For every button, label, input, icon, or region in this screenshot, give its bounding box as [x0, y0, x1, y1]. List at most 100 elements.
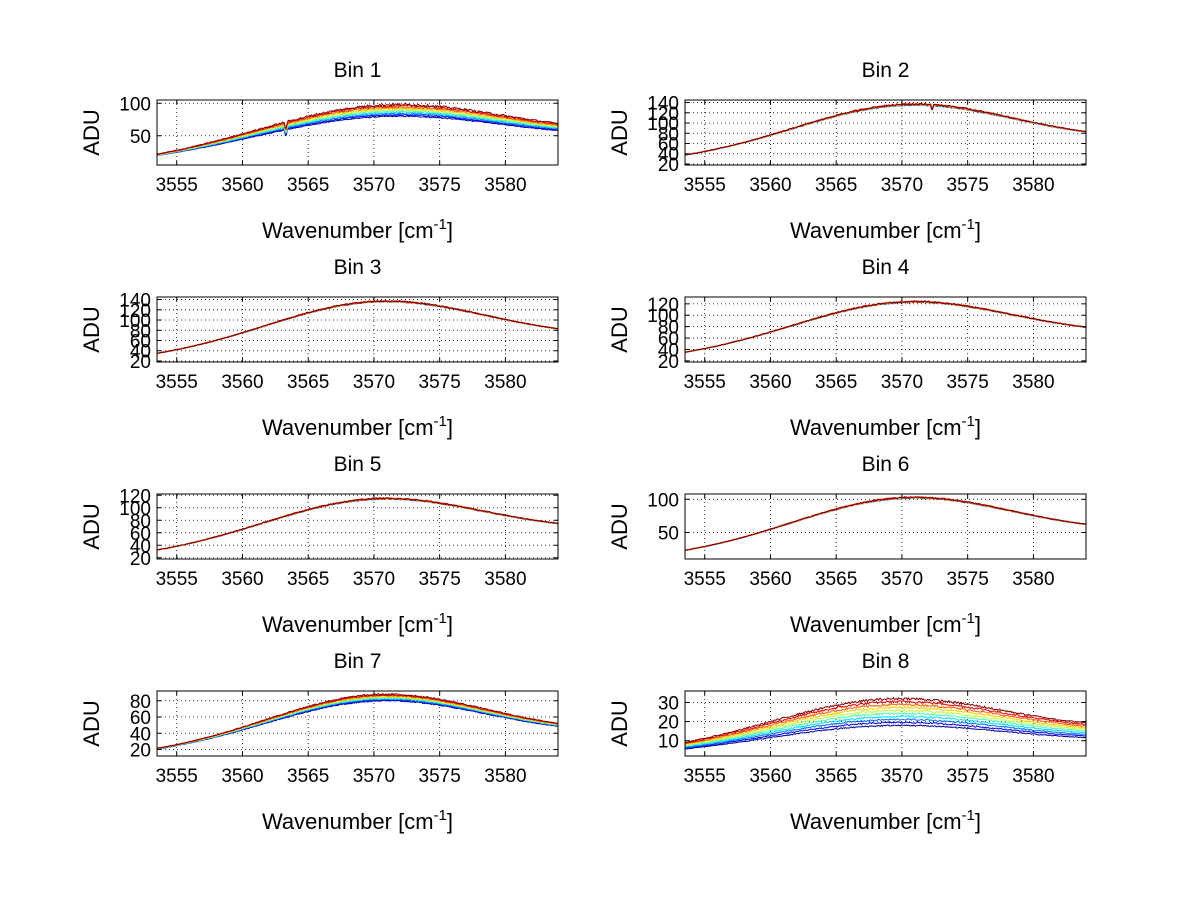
series-line [685, 696, 1086, 744]
axes-box [156, 99, 559, 166]
y-tick-label: 120 [647, 104, 679, 125]
series-line [157, 497, 558, 551]
x-axis-label-end: ] [447, 809, 453, 834]
series-line [157, 102, 558, 155]
series-line [685, 496, 1086, 551]
y-tick-label: 40 [130, 342, 151, 363]
x-tick-label: 3570 [353, 175, 395, 196]
x-axis-label-text: Wavenumber [cm [790, 415, 962, 440]
x-tick-label: 3580 [1012, 569, 1054, 590]
x-tick-label: 3565 [815, 372, 857, 393]
series-line [685, 702, 1086, 745]
x-tick-label: 3580 [1012, 766, 1054, 787]
y-axis-label: ADU [607, 109, 632, 155]
y-tick-label: 80 [130, 692, 151, 713]
x-tick-label: 3560 [221, 569, 263, 590]
axes-box [684, 99, 1087, 166]
x-axis-label-sup: -1 [962, 807, 975, 824]
x-tick-label: 3565 [815, 569, 857, 590]
series-line [157, 497, 558, 551]
series-line [157, 113, 558, 156]
subplot-title: Bin 6 [862, 453, 910, 476]
subplot-title: Bin 7 [334, 650, 382, 673]
axes-box [684, 296, 1087, 363]
series-group [157, 299, 558, 355]
y-tick-label: 40 [658, 145, 679, 166]
series-line [157, 300, 558, 354]
x-tick-label: 3555 [156, 766, 198, 787]
subplot-bin-1: 3555 3560 3565 3570 3575 3580 50 100 Bin 1 Wavenu… [79, 59, 559, 243]
series-line [685, 718, 1086, 749]
x-axis-label: Wavenumber [cm-1] [262, 216, 453, 243]
x-tick-label: 3560 [749, 569, 791, 590]
series-line [157, 694, 558, 749]
subplot-bin-6: 3555 3560 3565 3570 3575 3580 50 100 Bin 6 Wavenu… [607, 453, 1087, 637]
series-line [157, 695, 558, 750]
x-axis-label: Wavenumber [cm-1] [262, 610, 453, 637]
series-line [685, 496, 1086, 551]
x-axis-label-text: Wavenumber [cm [262, 415, 434, 440]
series-line [157, 497, 558, 551]
y-axis-label: ADU [607, 306, 632, 352]
series-line [685, 721, 1086, 749]
y-tick-label: 20 [658, 713, 679, 734]
x-tick-label: 3575 [947, 175, 989, 196]
y-tick-label: 20 [130, 549, 151, 570]
series-line [685, 103, 1086, 156]
series-line [685, 102, 1086, 156]
series-line [685, 300, 1086, 353]
x-axis-label-sup: -1 [434, 807, 447, 824]
x-tick-label: 3575 [419, 372, 461, 393]
series-group [685, 696, 1086, 750]
y-tick-label: 10 [658, 732, 679, 753]
x-tick-label: 3565 [287, 175, 329, 196]
series-line [685, 715, 1086, 748]
y-tick-label: 100 [119, 311, 151, 332]
x-tick-label: 3575 [419, 175, 461, 196]
series-line [157, 496, 558, 551]
y-axis-label: ADU [79, 306, 104, 352]
axes-box [684, 690, 1087, 757]
x-tick-label: 3555 [684, 175, 726, 196]
series-line [157, 300, 558, 354]
series-line [685, 102, 1086, 156]
y-tick-label: 100 [119, 499, 151, 520]
y-tick-label: 20 [658, 352, 679, 373]
x-tick-label: 3580 [484, 372, 526, 393]
x-tick-label: 3580 [1012, 372, 1054, 393]
y-tick-label: 120 [119, 486, 151, 507]
x-axis-label-sup: -1 [434, 216, 447, 233]
x-tick-label: 3565 [287, 766, 329, 787]
axes-box [156, 493, 559, 560]
y-axis-label: ADU [79, 700, 104, 746]
y-tick-label: 120 [647, 295, 679, 316]
x-axis-label: Wavenumber [cm-1] [790, 610, 981, 637]
x-axis-label-text: Wavenumber [cm [790, 218, 962, 243]
x-tick-label: 3560 [749, 372, 791, 393]
subplot-title: Bin 1 [334, 59, 382, 82]
y-tick-label: 80 [130, 321, 151, 342]
y-tick-label: 80 [658, 318, 679, 339]
y-tick-label: 60 [130, 524, 151, 545]
x-axis-label: Wavenumber [cm-1] [790, 216, 981, 243]
x-tick-label: 3580 [484, 569, 526, 590]
series-line [157, 699, 558, 750]
x-tick-label: 3555 [156, 372, 198, 393]
x-tick-label: 3560 [749, 175, 791, 196]
x-axis-label: Wavenumber [cm-1] [262, 807, 453, 834]
x-tick-label: 3565 [815, 175, 857, 196]
series-group [157, 496, 558, 551]
x-tick-label: 3575 [947, 766, 989, 787]
x-tick-label: 3555 [684, 766, 726, 787]
y-tick-label: 140 [647, 94, 679, 115]
series-line [157, 300, 558, 354]
series-line [157, 696, 558, 750]
y-axis-label: ADU [607, 503, 632, 549]
series-line [685, 103, 1086, 156]
x-tick-label: 3555 [156, 569, 198, 590]
x-tick-label: 3565 [287, 372, 329, 393]
series-line [157, 299, 558, 354]
x-axis-label-sup: -1 [434, 610, 447, 627]
x-tick-label: 3570 [881, 175, 923, 196]
